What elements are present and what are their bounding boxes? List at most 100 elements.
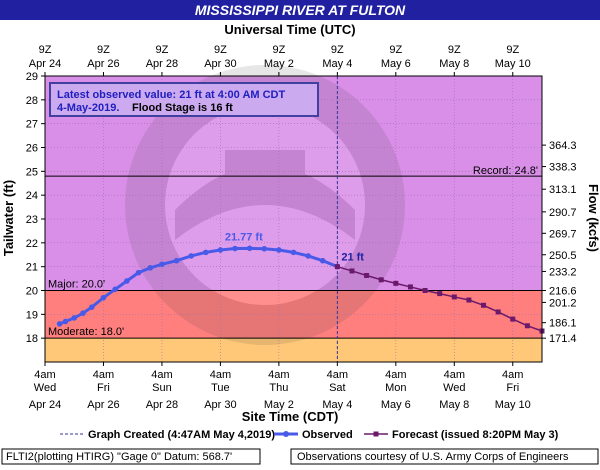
x-tick-date: May 10 (495, 399, 531, 411)
x-top-tick-hour: 9Z (272, 44, 285, 56)
moderate-label: Moderate: 18.0' (48, 326, 124, 338)
footer-right: Observations courtesy of U.S. Army Corps… (297, 451, 569, 463)
x-top-tick-hour: 9Z (214, 44, 227, 56)
x-top-tick-date: Apr 30 (204, 58, 236, 70)
top-axis-title: Universal Time (UTC) (224, 22, 355, 37)
flow-tick-label: 171.4 (549, 333, 577, 345)
footer-left-box (1, 448, 261, 465)
legend-forecast-label: Forecast (issued 8:20PM May 3) (392, 429, 559, 441)
x-top-tick-date: May 4 (322, 58, 352, 70)
x-tick-weekday: Thu (269, 382, 288, 394)
observed-point (276, 247, 282, 253)
flow-tick-label: 313.1 (549, 184, 577, 196)
info-line1: Latest observed value: 21 ft at 4:00 AM … (57, 89, 285, 101)
observed-point (100, 294, 107, 301)
x-top-tick-hour: 9Z (506, 44, 519, 56)
flow-tick-label: 233.2 (549, 266, 577, 278)
observed-point (112, 286, 118, 293)
x-tick-time: 4am (34, 369, 55, 381)
x-tick-weekday: Fri (97, 382, 110, 394)
info-box (49, 82, 319, 117)
forecast-point (451, 294, 457, 300)
flow-tick-label: 338.3 (549, 162, 577, 174)
record-label: Record: 24.8' (473, 165, 538, 177)
observed-point (305, 253, 311, 259)
forecast-point (510, 316, 516, 322)
x-tick-date: Apr 30 (204, 399, 236, 411)
chart-title: MISSISSIPPI RIVER AT FULTON (195, 2, 406, 18)
flow-tick-label: 290.7 (549, 207, 577, 219)
x-top-tick-hour: 9Z (156, 44, 169, 56)
forecast-point (334, 264, 340, 270)
forecast-point (349, 268, 355, 274)
y-tick-label: 23 (26, 214, 38, 226)
y-tick-label: 22 (26, 238, 38, 250)
x-tick-weekday: Sun (152, 382, 172, 394)
y-tick-label: 20 (26, 286, 38, 298)
forecast-point (495, 309, 501, 315)
flow-tick-label: 216.6 (549, 286, 577, 298)
x-top-tick-date: Apr 24 (29, 58, 61, 70)
forecast-point (393, 280, 399, 286)
info-line2-flood: Flood Stage is 16 ft (132, 102, 233, 114)
x-tick-time: 4am (385, 369, 406, 381)
noaa-logo-watermark (125, 65, 405, 345)
x-top-tick-date: Apr 28 (146, 58, 178, 70)
forecast-point (481, 302, 487, 308)
last-observed-label: 21 ft (341, 252, 364, 264)
x-tick-date: Apr 26 (87, 399, 119, 411)
forecast-point (466, 297, 472, 303)
info-line2-date: 4-May-2019. (57, 102, 119, 114)
y-axis-title: Tailwater (ft) (1, 180, 16, 256)
x-tick-weekday: Mon (385, 382, 406, 394)
y-tick-label: 29 (26, 71, 38, 83)
x-tick-time: 4am (93, 369, 114, 381)
x-top-tick-hour: 9Z (39, 44, 52, 56)
x-tick-date: May 6 (381, 399, 411, 411)
x-top-tick-hour: 9Z (97, 44, 110, 56)
observed-point (290, 249, 297, 256)
y-tick-label: 27 (26, 119, 38, 131)
x-tick-date: May 4 (322, 399, 352, 411)
y-tick-label: 24 (26, 190, 38, 202)
legend-observed-label: Observed (302, 429, 353, 441)
footer-left: FLTI2(plotting HTIRG) "Gage 0" Datum: 56… (6, 451, 232, 463)
y2-axis-title: Flow (kcfs) (586, 184, 600, 252)
forecast-point (378, 277, 384, 283)
x-tick-weekday: Wed (443, 382, 465, 394)
y-tick-label: 28 (26, 95, 38, 107)
x-top-tick-date: May 6 (381, 58, 411, 70)
x-tick-weekday: Tue (211, 382, 230, 394)
x-tick-time: 4am (444, 369, 465, 381)
title-bar (0, 0, 600, 20)
legend-observed-marker (283, 431, 289, 437)
observed-point (62, 318, 69, 325)
y-tick-label: 26 (26, 143, 38, 155)
flow-tick-label: 250.5 (549, 250, 577, 262)
observed-point (88, 304, 95, 310)
flow-tick-label: 364.3 (549, 140, 577, 152)
observed-point (80, 310, 86, 316)
flow-tick-label: 269.7 (549, 228, 577, 240)
x-tick-time: 4am (210, 369, 231, 381)
forecast-point (364, 272, 370, 278)
observed-point (159, 261, 165, 268)
x-tick-time: 4am (502, 369, 523, 381)
observed-point (173, 257, 180, 264)
legend-forecast-marker (373, 431, 379, 437)
observed-point (147, 265, 154, 271)
observed-point (261, 245, 268, 252)
observed-point (71, 315, 78, 321)
x-tick-weekday: Sat (329, 382, 346, 394)
y-tick-label: 18 (26, 333, 38, 345)
flow-tick-label: 201.2 (549, 297, 577, 309)
observed-point (217, 247, 224, 253)
y-tick-label: 21 (26, 262, 38, 274)
moderate-flood-band (45, 338, 542, 362)
bottom-axis-title: Site Time (CDT) (242, 409, 339, 424)
observed-point (202, 249, 209, 256)
peak-label: 21.77 ft (225, 231, 263, 243)
flow-tick-label: 186.1 (549, 318, 577, 330)
observed-point (135, 269, 142, 276)
x-top-tick-date: May 10 (495, 58, 531, 70)
